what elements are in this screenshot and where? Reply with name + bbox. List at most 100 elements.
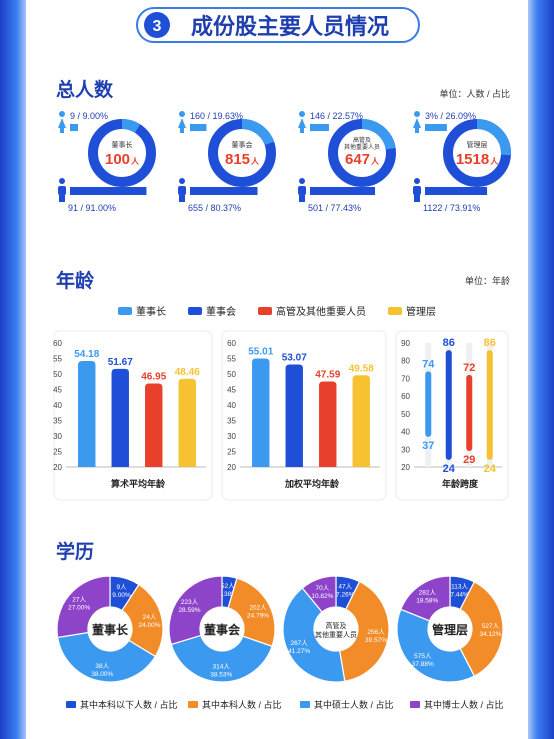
bar-value-label: 53.07	[282, 352, 307, 363]
y-tick-label: 30	[53, 432, 62, 441]
range-max-label: 74	[422, 358, 435, 370]
y-tick-label: 70	[401, 374, 410, 383]
slice-count-label: 9人	[116, 583, 127, 591]
slice-share-label: 38.00%	[91, 671, 113, 678]
female-share-bar	[70, 124, 78, 131]
slice-share-label: 28.59%	[178, 607, 200, 614]
female-person-icon	[413, 111, 421, 133]
donut-slice	[56, 631, 157, 683]
age-legend-item: 董事会	[188, 305, 236, 318]
y-tick-label: 40	[53, 401, 62, 410]
slice-share-label: 9.00%	[112, 592, 131, 599]
female-person-icon	[298, 111, 306, 133]
slice-share-label: 41.27%	[288, 648, 310, 655]
male-person-icon	[298, 178, 306, 202]
group-label: 其他重要人员	[344, 143, 380, 151]
age-bar	[252, 358, 270, 467]
age-unit-label: 单位：年龄	[465, 275, 510, 286]
y-tick-label: 60	[53, 339, 62, 348]
header: 3 成份股主要人员情况	[136, 7, 420, 43]
age-legend-item: 管理层	[388, 305, 436, 318]
legend-label: 管理层	[406, 305, 436, 318]
total-group: 160 / 19.63% 董事会 815人 655 / 80.37%	[178, 111, 276, 213]
total-groups: 9 / 9.00% 董事长 100人 91 / 91.00% 160 / 19.63% 董…	[58, 111, 511, 213]
donut-center	[219, 130, 265, 176]
section-number: 3	[153, 18, 162, 35]
female-count-label: 9 / 9.00%	[70, 111, 108, 121]
slice-share-label: 37.88%	[412, 661, 434, 668]
donut-title: 管理层	[432, 622, 468, 637]
legend-swatch	[118, 307, 132, 315]
y-tick-label: 55	[53, 355, 62, 364]
y-tick-label: 20	[227, 463, 236, 472]
legend-label: 董事长	[136, 305, 166, 318]
legend-label: 其中本科以下人数 / 占比	[80, 699, 178, 710]
y-tick-label: 55	[227, 355, 236, 364]
age-charts: 20 25 30 35 40 45 50 55 60 算术平均年龄 54.18 51.67 46.95 4…	[53, 330, 509, 501]
y-tick-label: 60	[401, 392, 410, 401]
y-tick-label: 50	[227, 370, 236, 379]
donut-title: 其他重要人员	[315, 630, 357, 639]
y-tick-label: 40	[227, 401, 236, 410]
age-legend-item: 董事长	[118, 305, 166, 318]
donut-title: 高管及	[326, 621, 347, 630]
slice-count-label: 256人	[367, 628, 385, 636]
donut-center	[428, 607, 472, 651]
x-axis-label: 加权平均年龄	[284, 478, 340, 489]
range-min-label: 24	[443, 463, 456, 475]
range-min-label: 29	[463, 454, 475, 466]
age-bar	[78, 361, 96, 467]
donut-center	[88, 607, 132, 651]
slice-count-label: 202人	[249, 603, 267, 611]
y-tick-label: 30	[227, 432, 236, 441]
y-tick-label: 45	[53, 386, 62, 395]
male-person-icon	[58, 178, 66, 202]
y-tick-label: 35	[227, 417, 236, 426]
slice-share-label: 38.53%	[210, 671, 232, 678]
donut-center	[454, 130, 500, 176]
legend-label: 高管及其他重要人员	[276, 305, 366, 318]
legend-swatch	[188, 701, 198, 708]
female-share-arc	[122, 119, 141, 133]
bar-value-label: 55.01	[248, 346, 273, 357]
male-person-icon	[178, 178, 186, 202]
y-tick-label: 45	[227, 386, 236, 395]
chart-card	[395, 330, 509, 501]
male-share-bar	[70, 187, 147, 195]
age-bar	[319, 381, 337, 467]
education-section-title: 学历	[56, 540, 94, 563]
age-chart: 20 30 40 50 60 70 80 90 年龄跨度 74 37 86 24 72 29 86 24	[395, 330, 509, 501]
y-tick-label: 35	[53, 417, 62, 426]
education-legend: 其中本科以下人数 / 占比 其中本科人数 / 占比 其中硕士人数 / 占比 其中博士人…	[66, 699, 504, 710]
age-section-title: 年龄	[56, 269, 95, 292]
female-count-label: 3% / 26.09%	[425, 111, 476, 121]
education-legend-item: 其中硕士人数 / 占比	[300, 699, 394, 710]
group-label: 高管及	[353, 136, 371, 144]
slice-count-label: 24人	[143, 613, 157, 621]
age-range-bar	[425, 371, 432, 437]
donut-center	[339, 130, 385, 176]
donut-center	[314, 607, 358, 651]
male-count-label: 1122 / 73.91%	[423, 203, 480, 213]
slice-count-label: 223人	[181, 598, 199, 606]
slice-count-label: 70人	[315, 584, 329, 592]
legend-swatch	[300, 701, 310, 708]
bar-value-label: 48.46	[175, 367, 200, 378]
male-share-bar	[310, 187, 376, 195]
total-unit-label: 单位：人数 / 占比	[439, 88, 510, 99]
slice-share-label: 10.82%	[311, 593, 333, 600]
y-tick-label: 50	[401, 410, 410, 419]
male-share-bar	[425, 187, 488, 195]
female-share-bar	[190, 124, 207, 131]
slice-count-label: 52人	[221, 582, 235, 590]
total-group: 9 / 9.00% 董事长 100人 91 / 91.00%	[58, 111, 156, 213]
x-axis-label: 年龄跨度	[442, 478, 479, 489]
section-number-badge	[144, 12, 170, 38]
education-legend-item: 其中本科人数 / 占比	[188, 699, 282, 710]
slice-count-label: 47人	[338, 583, 352, 591]
range-max-label: 86	[484, 337, 496, 349]
range-max-label: 86	[443, 337, 455, 349]
female-share-arc	[477, 119, 511, 156]
page-title: 成份股主要人员情况	[191, 14, 389, 39]
